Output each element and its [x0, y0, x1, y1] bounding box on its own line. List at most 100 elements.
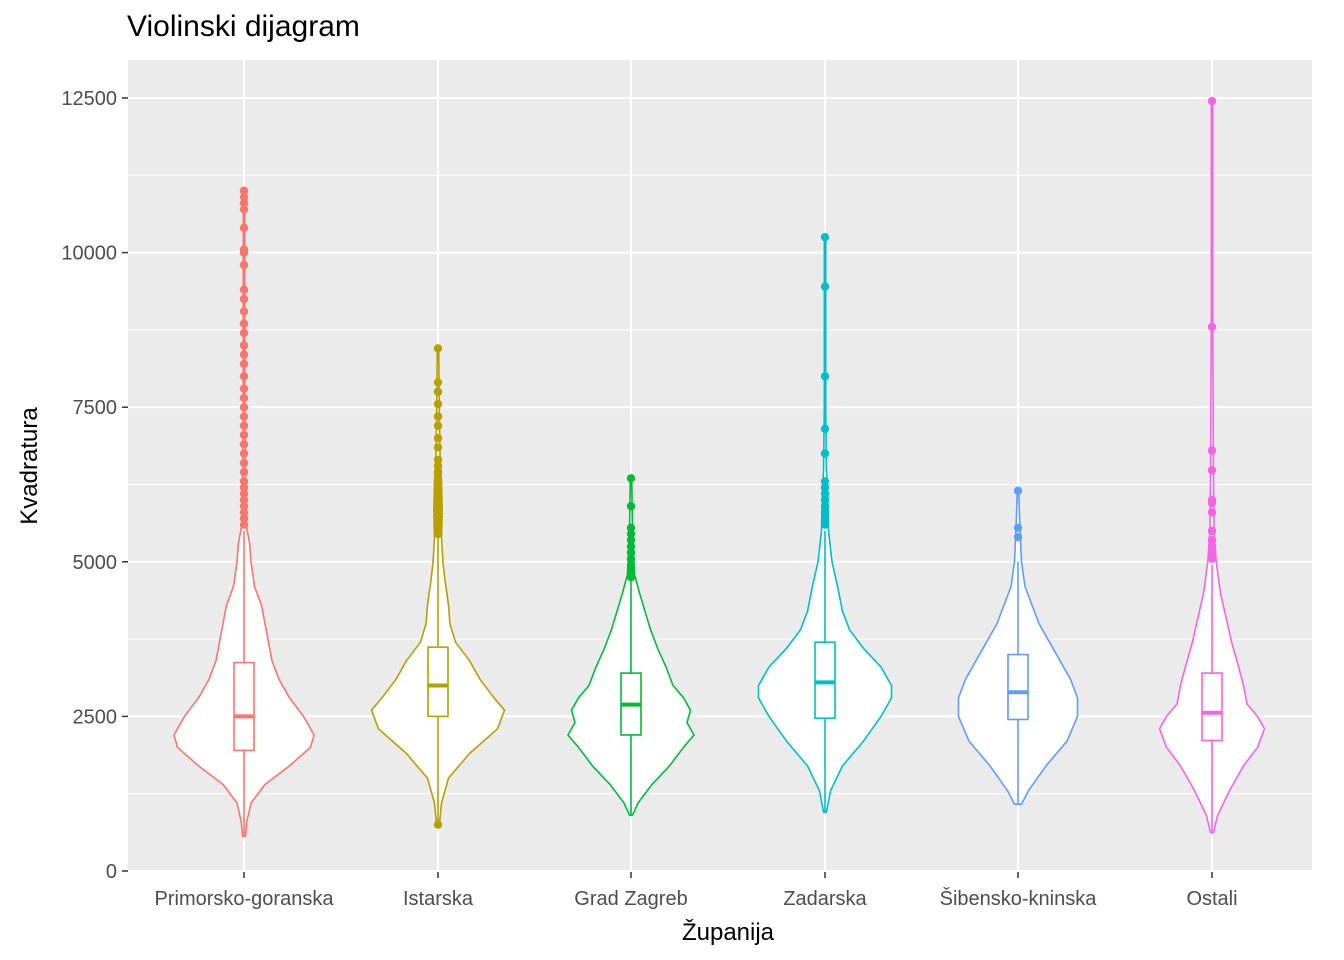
outlier-point	[239, 384, 249, 393]
outlier-point	[820, 449, 830, 458]
outlier-point	[239, 421, 249, 430]
violin-group-1	[173, 186, 315, 838]
y-axis-title: Kvadratura	[16, 407, 43, 525]
outlier-point	[239, 430, 249, 440]
outlier-point	[433, 492, 443, 502]
outlier-point	[820, 489, 830, 498]
outlier-point	[626, 501, 636, 511]
outlier-point	[433, 443, 443, 452]
outlier-point	[239, 403, 249, 412]
outlier-point	[433, 505, 443, 514]
outlier-point	[820, 520, 830, 529]
outlier-point	[1013, 523, 1023, 532]
outlier-point	[820, 483, 830, 492]
outlier-point	[239, 319, 249, 328]
outlier-point	[239, 458, 249, 468]
outlier-point	[239, 412, 249, 421]
x-tick-label: Ostali	[1186, 888, 1237, 910]
outlier-point	[626, 529, 636, 539]
outlier-point	[626, 474, 636, 483]
outlier-point	[239, 205, 249, 214]
outlier-point	[433, 529, 443, 539]
x-tick-label: Primorsko-goranska	[155, 888, 335, 910]
x-tick-label: Istarska	[403, 888, 474, 910]
x-tick-label: Zadarska	[783, 888, 867, 910]
outlier-point	[239, 449, 249, 458]
outlier-point	[239, 359, 249, 369]
plot-panel	[128, 60, 1312, 872]
box-iqr	[233, 661, 255, 752]
outlier-point	[239, 514, 249, 523]
outlier-point	[433, 421, 443, 430]
outlier-point	[626, 542, 636, 551]
outlier-point	[1207, 542, 1217, 551]
outlier-point	[433, 461, 443, 471]
violin-group-2	[370, 344, 506, 829]
outlier-point	[433, 511, 443, 520]
outlier-point	[626, 523, 636, 532]
outlier-point	[239, 260, 249, 270]
outlier-point	[626, 535, 636, 545]
y-tick-label: 5000	[73, 552, 118, 574]
axis-layer: 0 2500 5000 7500 10000 12500 Primorsko-goransk…	[61, 88, 1237, 910]
outlier-point	[433, 455, 443, 464]
box-iqr	[1007, 653, 1029, 721]
outlier-point	[1207, 548, 1217, 557]
outlier-point	[433, 820, 443, 829]
outlier-point	[433, 480, 443, 489]
outlier-point	[820, 495, 830, 505]
outlier-point	[239, 483, 249, 492]
outlier-point	[239, 372, 249, 381]
outlier-point	[433, 498, 443, 508]
outlier-point	[239, 501, 249, 511]
y-tick-label: 12500	[61, 88, 117, 110]
outlier-point	[820, 508, 830, 517]
outlier-point	[239, 341, 249, 350]
outlier-point	[1013, 532, 1023, 542]
outlier-point	[433, 399, 443, 409]
outlier-point	[239, 508, 249, 517]
outlier-point	[1207, 466, 1217, 475]
box-iqr	[427, 646, 449, 718]
y-tick-label: 2500	[73, 706, 118, 728]
violin-group-3	[567, 474, 695, 817]
outlier-point	[433, 474, 443, 483]
outlier-point	[239, 307, 249, 316]
outlier-point	[626, 560, 636, 570]
outlier-point	[433, 467, 443, 477]
violin-group-5	[957, 486, 1079, 806]
box-iqr	[814, 641, 836, 720]
outlier-point	[1207, 495, 1217, 505]
outlier-point	[433, 433, 443, 443]
chart-title: Violinski dijagram	[127, 10, 360, 43]
outlier-point	[239, 223, 249, 233]
violin-group-6	[1158, 96, 1266, 834]
outlier-point	[433, 378, 443, 387]
outlier-point	[239, 393, 249, 403]
outlier-point	[626, 548, 636, 557]
outlier-point	[820, 232, 830, 242]
outlier-point	[433, 387, 443, 396]
violin-group-4	[757, 232, 893, 814]
outlier-point	[433, 517, 443, 526]
outlier-point	[1207, 554, 1217, 563]
outlier-point	[239, 520, 249, 529]
y-tick-label: 0	[106, 861, 117, 883]
outlier-point	[433, 344, 443, 353]
outlier-point	[239, 467, 249, 477]
outlier-point	[239, 198, 249, 208]
outlier-point	[820, 501, 830, 511]
x-tick-label: Grad Zagreb	[574, 888, 687, 910]
outlier-point	[1207, 446, 1217, 455]
outlier-point	[433, 412, 443, 421]
outlier-point	[1207, 526, 1217, 536]
outlier-point	[433, 486, 443, 495]
outlier-point	[1013, 486, 1023, 495]
outlier-point	[239, 186, 249, 195]
outlier-point	[433, 523, 443, 532]
violin-layer	[173, 96, 1266, 838]
outlier-point	[239, 245, 249, 254]
outlier-point	[1207, 508, 1217, 517]
box-iqr	[1201, 672, 1223, 742]
